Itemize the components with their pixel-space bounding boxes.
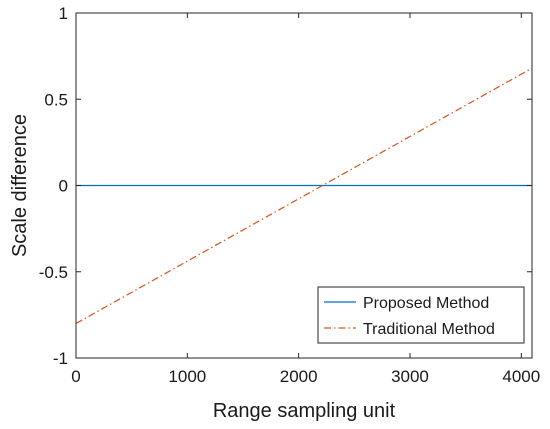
x-tick-label: 0 <box>71 367 80 386</box>
x-tick-label: 2000 <box>280 367 318 386</box>
series-layer <box>76 67 532 325</box>
x-tick-label: 4000 <box>502 367 540 386</box>
labels-layer: 0 1000 2000 3000 4000 -1 -0.5 0 0.5 1 Range sampli… <box>9 4 540 422</box>
legend-box <box>317 286 525 344</box>
x-axis-label: Range sampling unit <box>213 400 396 422</box>
y-axis-label: Scale difference <box>9 114 31 257</box>
y-tick-label: -1 <box>53 349 68 368</box>
x-tick-label: 1000 <box>168 367 206 386</box>
y-tick-label: 0 <box>59 177 68 196</box>
axes-layer <box>75 12 533 359</box>
legend-label-traditional-method: Traditional Method <box>363 321 495 338</box>
y-tick-label: 1 <box>59 4 68 23</box>
legend: Proposed Method Traditional Method <box>317 286 525 344</box>
y-tick-label: 0.5 <box>44 90 68 109</box>
series-line-traditional-method <box>76 67 532 325</box>
x-tick-label: 3000 <box>391 367 429 386</box>
y-tick-label: -0.5 <box>39 263 68 282</box>
legend-label-proposed-method: Proposed Method <box>363 295 489 312</box>
